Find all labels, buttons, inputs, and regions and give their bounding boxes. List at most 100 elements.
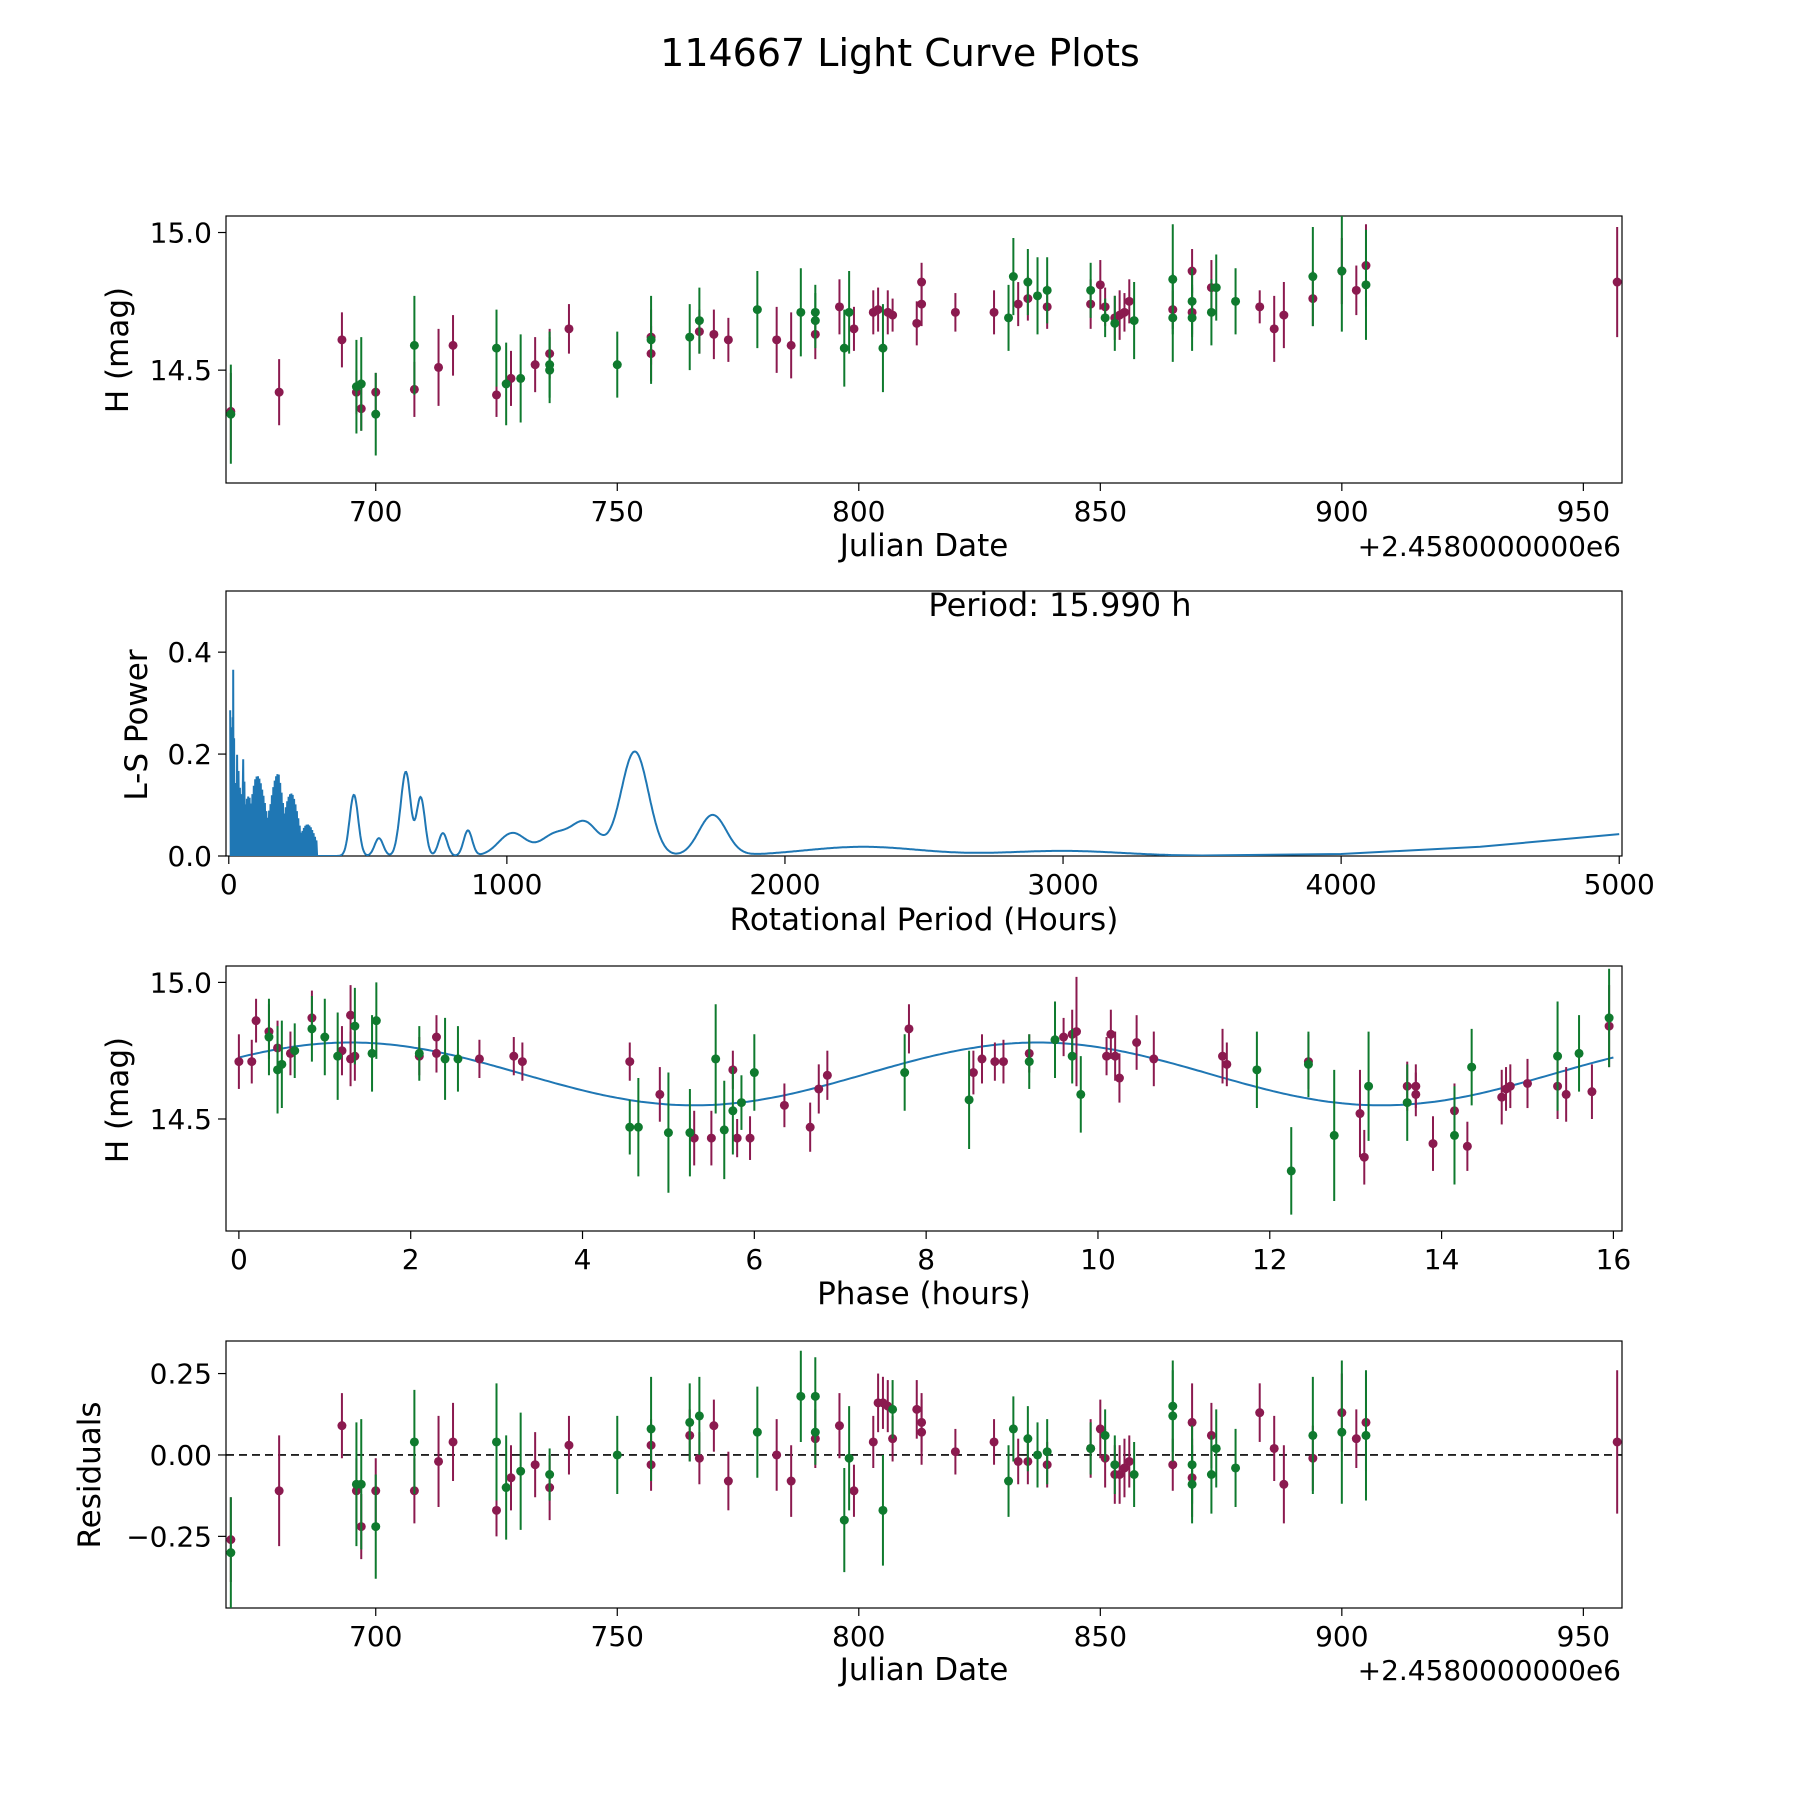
phased-point-green	[371, 1016, 381, 1026]
residuals-point-purple	[274, 1486, 284, 1496]
lightcurve-point-purple	[1351, 285, 1361, 295]
residuals-point-purple	[912, 1404, 922, 1414]
periodogram-ytick-label: 0.0	[167, 840, 212, 873]
lightcurve-point-green	[1004, 313, 1014, 323]
phased-xtick-label: 10	[1080, 1243, 1116, 1276]
phased-point-purple	[732, 1133, 742, 1143]
lightcurve-point-green	[1206, 307, 1216, 317]
phased-point-purple	[1149, 1054, 1159, 1064]
lightcurve-xtick-label: 700	[349, 495, 402, 528]
periodogram-ticks: 0 1000 2000 3000 4000 5000 0.0 0.2 0.4	[167, 636, 1654, 901]
phased-point-purple	[517, 1057, 527, 1067]
lightcurve-point-purple	[434, 362, 444, 372]
phased-point-green	[1574, 1048, 1584, 1058]
residuals-point-purple	[989, 1437, 999, 1447]
residuals-xtick-label: 900	[1315, 1620, 1368, 1653]
phased-point-purple	[1059, 1032, 1069, 1042]
lightcurve-point-purple	[772, 335, 782, 345]
period-annotation: Period: 15.990 h	[928, 586, 1191, 624]
residuals-point-green	[752, 1427, 762, 1437]
lightcurve-point-purple	[786, 340, 796, 350]
residuals-point-purple	[448, 1437, 458, 1447]
residuals-axes	[225, 1340, 1623, 1609]
phased-marks	[234, 968, 1614, 1215]
lightcurve-point-green	[1361, 280, 1371, 290]
lightcurve-point-purple	[950, 307, 960, 317]
periodogram-axes	[225, 590, 1623, 857]
phased-point-purple	[1497, 1092, 1507, 1102]
residuals-point-green	[888, 1404, 898, 1414]
lightcurve-point-green	[1033, 291, 1043, 301]
phased-point-purple	[814, 1084, 824, 1094]
phased-point-green	[1364, 1081, 1374, 1091]
lightcurve-panel: 700 750 800 850 900 950 14.5 15.0 Julian Date H…	[100, 215, 1623, 564]
phased-point-purple	[968, 1068, 978, 1078]
phased-point-green	[1329, 1130, 1339, 1140]
residuals-point-green	[1337, 1427, 1347, 1437]
periodogram-xlabel: Rotational Period (Hours)	[730, 902, 1119, 938]
lightcurve-point-purple	[917, 299, 927, 309]
residuals-point-green	[810, 1427, 820, 1437]
residuals-point-green	[646, 1424, 656, 1434]
residuals-point-green	[685, 1417, 695, 1427]
lightcurve-point-green	[878, 343, 888, 353]
residuals-panel: 700 750 800 850 900 950 0.25 0.00 −0.25 Julian D…	[72, 1340, 1623, 1688]
lightcurve-ylabel: H (mag)	[100, 287, 136, 413]
phased-point-green	[1067, 1051, 1077, 1061]
residuals-point-purple	[434, 1456, 444, 1466]
phased-point-purple	[655, 1089, 665, 1099]
residuals-point-purple	[1187, 1417, 1197, 1427]
periodogram-xtick-label: 3000	[1027, 868, 1098, 901]
lightcurve-point-purple	[912, 318, 922, 328]
phased-ticks: 0 2 4 6 8 10 12 14 16 14.5 15.0	[150, 966, 1632, 1276]
phased-plot-area	[234, 968, 1614, 1215]
residuals-point-green	[839, 1515, 849, 1525]
phased-point-green	[719, 1125, 729, 1135]
lightcurve-point-purple	[1013, 299, 1023, 309]
residuals-point-green	[810, 1391, 820, 1401]
residuals-offset-label: +2.4580000000e6	[1358, 1654, 1621, 1687]
phased-point-green	[663, 1128, 673, 1138]
phased-xtick-label: 2	[402, 1243, 420, 1276]
residuals-point-purple	[492, 1505, 502, 1515]
lightcurve-point-green	[1110, 318, 1120, 328]
periodogram-power-line	[229, 669, 1620, 856]
residuals-point-green	[409, 1437, 419, 1447]
residuals-point-purple	[834, 1421, 844, 1431]
periodogram-panel: 0 1000 2000 3000 4000 5000 0.0 0.2 0.4 Period: 1…	[119, 586, 1655, 938]
residuals-xlabel: Julian Date	[838, 1652, 1009, 1688]
lightcurve-point-purple	[917, 277, 927, 287]
phased-point-purple	[247, 1057, 257, 1067]
lightcurve-point-green	[1023, 277, 1033, 287]
residuals-point-green	[516, 1466, 526, 1476]
phased-point-purple	[745, 1133, 755, 1143]
phased-point-purple	[977, 1054, 987, 1064]
lightcurve-point-purple	[709, 329, 719, 339]
lightcurve-point-green	[1100, 313, 1110, 323]
phased-point-green	[367, 1048, 377, 1058]
lightcurve-point-purple	[1119, 307, 1129, 317]
lightcurve-offset-label: +2.4580000000e6	[1358, 530, 1621, 563]
lightcurve-point-purple	[723, 335, 733, 345]
phased-point-purple	[251, 1016, 261, 1026]
residuals-point-purple	[1255, 1408, 1265, 1418]
phased-point-green	[277, 1059, 287, 1069]
periodogram-ytick-label: 0.2	[167, 738, 212, 771]
phased-point-purple	[1218, 1051, 1228, 1061]
periodogram-plot-area	[229, 669, 1620, 856]
periodogram-xtick-label: 0	[220, 868, 238, 901]
residuals-point-purple	[1013, 1456, 1023, 1466]
lightcurve-point-purple	[834, 302, 844, 312]
phased-point-purple	[779, 1100, 789, 1110]
residuals-point-green	[356, 1479, 366, 1489]
residuals-point-purple	[849, 1486, 859, 1496]
phased-ytick-label: 15.0	[150, 966, 212, 999]
residuals-point-purple	[709, 1421, 719, 1431]
lightcurve-point-green	[1086, 285, 1096, 295]
residuals-point-green	[1004, 1476, 1014, 1486]
phased-point-green	[350, 1021, 360, 1031]
residuals-point-green	[844, 1453, 854, 1463]
residuals-point-green	[1110, 1460, 1120, 1470]
phased-point-purple	[1071, 1027, 1081, 1037]
